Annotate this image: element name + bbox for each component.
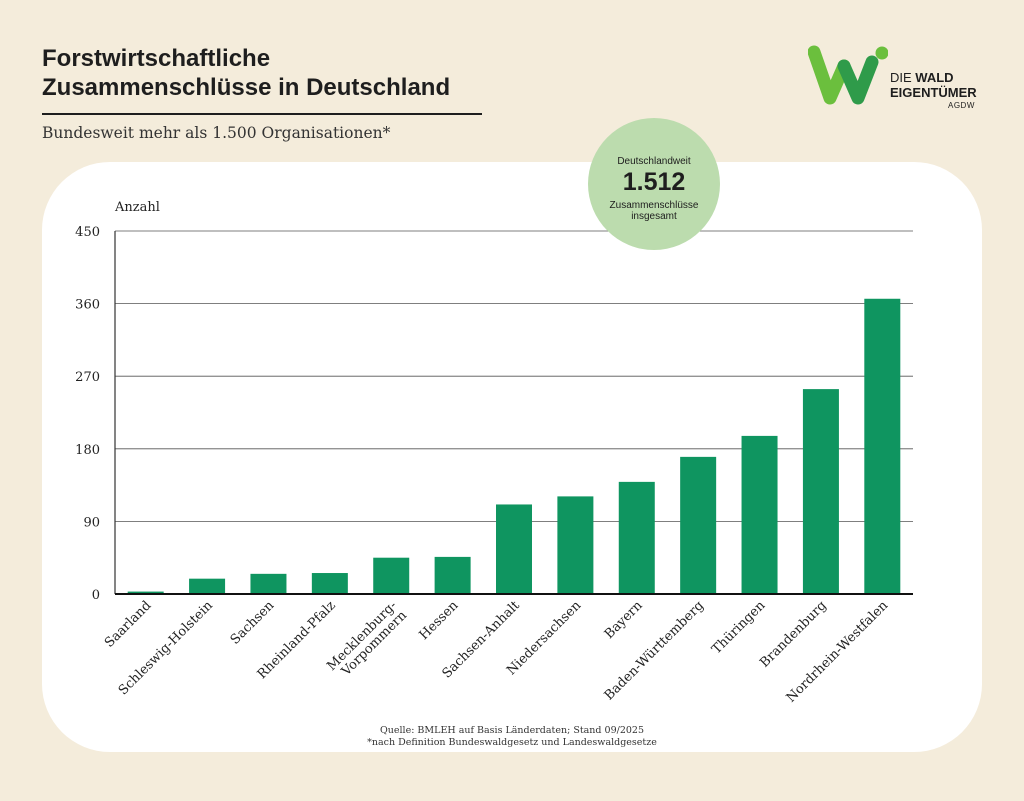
x-tick-label: Nordrhein-Westfalen	[784, 598, 892, 706]
x-tick-label: Thüringen	[709, 598, 769, 658]
y-tick-label: 360	[75, 298, 100, 313]
x-tick-label: Hessen	[417, 598, 462, 643]
bar	[189, 578, 226, 594]
footnote: *nach Definition Bundeswaldgesetz und La…	[367, 737, 657, 748]
logo-w-mark-icon	[807, 45, 889, 105]
bar	[557, 496, 594, 594]
source-note: Quelle: BMLEH auf Basis Länderdaten; Sta…	[379, 725, 644, 736]
x-tick-label: Saarland	[102, 598, 154, 650]
bar	[741, 435, 778, 594]
subtitle: Bundesweit mehr als 1.500 Organisationen…	[42, 124, 391, 142]
total-badge: Deutschlandweit 1.512 Zusammenschlüsse in…	[588, 118, 720, 250]
x-tick-label: Bayern	[602, 598, 646, 642]
bar	[864, 298, 901, 594]
y-tick-label: 450	[75, 225, 100, 240]
agdw-logo: DIE WALD EIGENTÜMER AGDW	[807, 44, 988, 114]
y-tick-label: 0	[92, 588, 100, 603]
badge-value: 1.512	[622, 168, 686, 196]
page-title: Forstwirtschaftliche Zusammenschlüsse in…	[42, 44, 450, 102]
bar	[250, 573, 287, 594]
x-tick-label: Baden-Württemberg	[602, 598, 707, 703]
logo-text-line-3: AGDW	[948, 101, 975, 110]
bar	[680, 456, 717, 594]
bar	[373, 557, 410, 594]
bar	[311, 573, 348, 594]
x-tick-label: Mecklenburg-Vorpommern	[324, 598, 410, 684]
bar	[127, 591, 164, 594]
y-axis-label: Anzahl	[114, 200, 160, 215]
badge-label-bottom: Zusammenschlüsse insgesamt	[609, 200, 699, 222]
bar	[618, 481, 655, 594]
bar	[434, 556, 471, 594]
logo-text-line-1: DIE WALD	[890, 70, 954, 85]
badge-label-top: Deutschlandweit	[617, 156, 691, 167]
bar	[496, 504, 532, 594]
x-tick-label: Sachsen	[228, 598, 278, 648]
title-underline	[42, 113, 482, 115]
logo-text-line-2: EIGENTÜMER	[890, 85, 977, 100]
y-tick-label: 180	[75, 443, 100, 458]
title-line-2: Zusammenschlüsse in Deutschland	[42, 74, 451, 101]
y-tick-label: 270	[75, 370, 100, 385]
bar	[802, 389, 839, 594]
y-tick-label: 90	[83, 515, 100, 530]
title-line-1: Forstwirtschaftliche	[42, 45, 271, 72]
